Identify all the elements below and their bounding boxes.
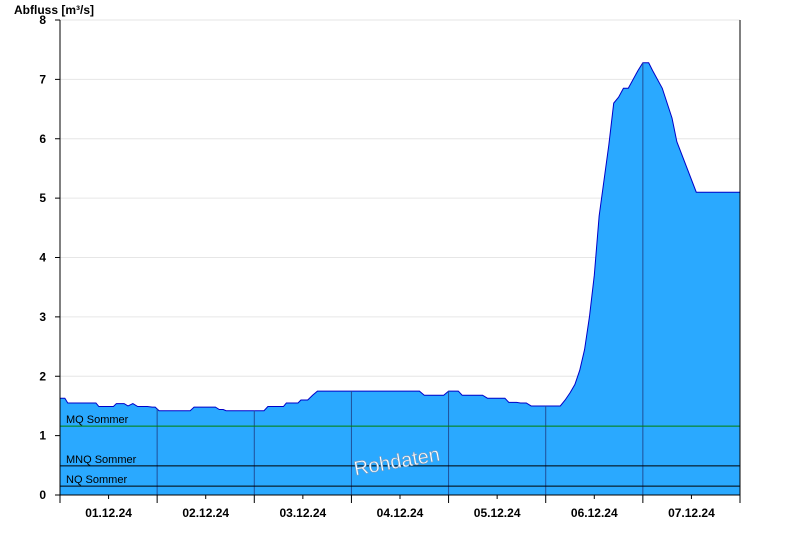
reference-line-label: NQ Sommer	[66, 474, 127, 486]
y-tick-label: 2	[39, 369, 46, 383]
grid	[60, 19, 740, 437]
reference-line-label: MQ Sommer	[66, 414, 129, 426]
y-axis-ticks: 0 1 2 3 4 5 6 7 8	[39, 13, 60, 502]
y-tick-label: 0	[39, 488, 46, 502]
y-tick-label: 7	[39, 72, 46, 86]
day-divider-lines	[156, 62, 644, 495]
x-tick-label: 03.12.24	[279, 506, 326, 520]
reference-line-label: MNQ Sommer	[66, 454, 137, 466]
x-axis-ticks: 01.12.24 02.12.24 03.12.24 04.12.24 05.12.24…	[59, 495, 741, 520]
y-axis-label: Abfluss [m³/s]	[14, 3, 94, 17]
y-tick-label: 6	[39, 132, 46, 146]
x-tick-label: 06.12.24	[571, 506, 618, 520]
x-tick-label: 02.12.24	[182, 506, 229, 520]
y-tick-label: 1	[39, 429, 46, 443]
x-tick-label: 01.12.24	[85, 506, 132, 520]
x-tick-label: 04.12.24	[377, 506, 424, 520]
y-tick-label: 5	[39, 191, 46, 205]
discharge-area	[59, 62, 741, 496]
reference-lines: MQ Sommer MNQ Sommer NQ Sommer	[60, 414, 740, 487]
x-tick-label: 05.12.24	[474, 506, 521, 520]
y-tick-label: 3	[39, 310, 46, 324]
x-tick-label: 07.12.24	[668, 506, 715, 520]
y-tick-label: 8	[39, 13, 46, 27]
y-tick-label: 4	[39, 251, 46, 265]
